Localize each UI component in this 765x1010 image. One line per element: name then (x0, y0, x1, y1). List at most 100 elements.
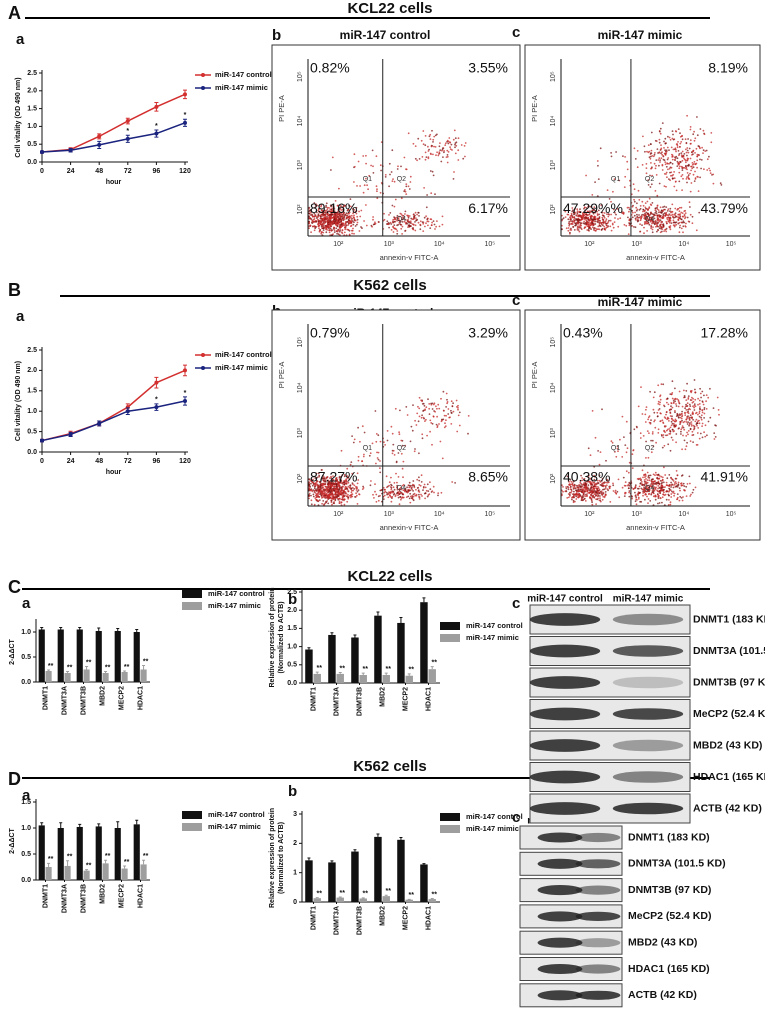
event-dot (634, 485, 637, 488)
event-dot (414, 448, 416, 450)
event-dot (649, 390, 651, 393)
event-dot (681, 134, 683, 137)
event-dot (662, 215, 664, 218)
event-dot (698, 399, 701, 402)
event-dot (368, 174, 371, 177)
event-dot (322, 475, 325, 477)
event-dot (576, 227, 579, 230)
event-dot (403, 220, 406, 223)
event-dot (674, 481, 677, 483)
event-dot (393, 205, 396, 208)
event-dot (396, 481, 398, 484)
flow-title: miR-147 control (340, 28, 431, 42)
event-dot (352, 216, 355, 219)
event-dot (594, 229, 597, 232)
event-dot (695, 423, 698, 426)
bar (140, 669, 147, 682)
event-dot (455, 399, 458, 402)
event-dot (323, 491, 326, 493)
event-dot (429, 481, 431, 484)
event-dot (391, 204, 394, 207)
event-dot (404, 210, 407, 213)
event-dot (455, 144, 458, 147)
event-dot (425, 489, 428, 492)
event-dot (666, 428, 669, 431)
event-dot (355, 492, 357, 495)
event-dot (322, 223, 324, 225)
event-dot (581, 495, 584, 497)
event-dot (354, 210, 357, 213)
event-dot (312, 493, 315, 496)
event-dot (342, 495, 344, 497)
event-dot (685, 161, 687, 164)
event-dot (675, 155, 678, 158)
event-dot (665, 165, 668, 168)
event-dot (665, 173, 667, 175)
event-dot (575, 489, 578, 492)
event-dot (325, 211, 327, 214)
event-dot (642, 208, 645, 211)
event-dot (594, 216, 597, 218)
event-dot (351, 208, 354, 210)
event-dot (395, 216, 398, 219)
event-dot (669, 393, 672, 395)
bar (133, 632, 140, 682)
event-dot (336, 213, 339, 216)
event-dot (688, 423, 691, 426)
event-dot (399, 409, 401, 412)
event-dot (680, 154, 683, 157)
event-dot (436, 220, 438, 223)
event-dot (398, 433, 401, 436)
event-dot (681, 174, 684, 176)
event-dot (680, 428, 683, 431)
event-dot (673, 177, 676, 180)
event-dot (686, 441, 688, 444)
event-dot (358, 493, 361, 496)
event-dot (670, 486, 672, 488)
event-dot (705, 400, 707, 403)
event-dot (656, 489, 658, 492)
event-dot (622, 476, 625, 479)
event-dot (587, 218, 590, 221)
event-dot (665, 227, 668, 230)
event-dot (405, 406, 408, 408)
event-dot (583, 497, 586, 500)
x-tick-label: 0 (40, 168, 44, 175)
y-tick-label: 2.5 (27, 70, 37, 77)
event-dot (647, 222, 650, 225)
event-dot (594, 211, 597, 214)
event-dot (340, 226, 342, 229)
event-dot (580, 227, 582, 229)
event-dot (363, 220, 365, 222)
event-dot (407, 495, 410, 498)
event-dot (644, 209, 646, 212)
event-dot (326, 229, 328, 231)
event-dot (694, 163, 697, 166)
event-dot (583, 212, 586, 215)
event-dot (667, 417, 670, 420)
event-dot (657, 485, 660, 487)
event-dot (668, 149, 670, 152)
event-dot (573, 229, 576, 231)
protein-label: MBD2 (43 KD) (628, 936, 697, 948)
event-dot (326, 215, 328, 218)
event-dot (597, 164, 599, 167)
x-tick-label: 10³ (632, 511, 643, 518)
x-tick-label: 48 (95, 168, 103, 175)
event-dot (594, 227, 597, 230)
event-dot (322, 486, 324, 489)
event-dot (640, 386, 642, 388)
error-bar (353, 849, 357, 852)
event-dot (690, 421, 693, 423)
event-dot (333, 211, 336, 214)
event-dot (657, 400, 660, 403)
event-dot (325, 218, 328, 221)
y-axis-label: (Normalized to ACTB) (278, 601, 285, 673)
event-dot (569, 485, 572, 488)
event-dot (612, 190, 614, 193)
event-dot (688, 403, 691, 406)
event-dot (351, 217, 353, 220)
event-dot (409, 495, 412, 498)
event-dot (426, 434, 428, 437)
event-dot (352, 211, 355, 214)
